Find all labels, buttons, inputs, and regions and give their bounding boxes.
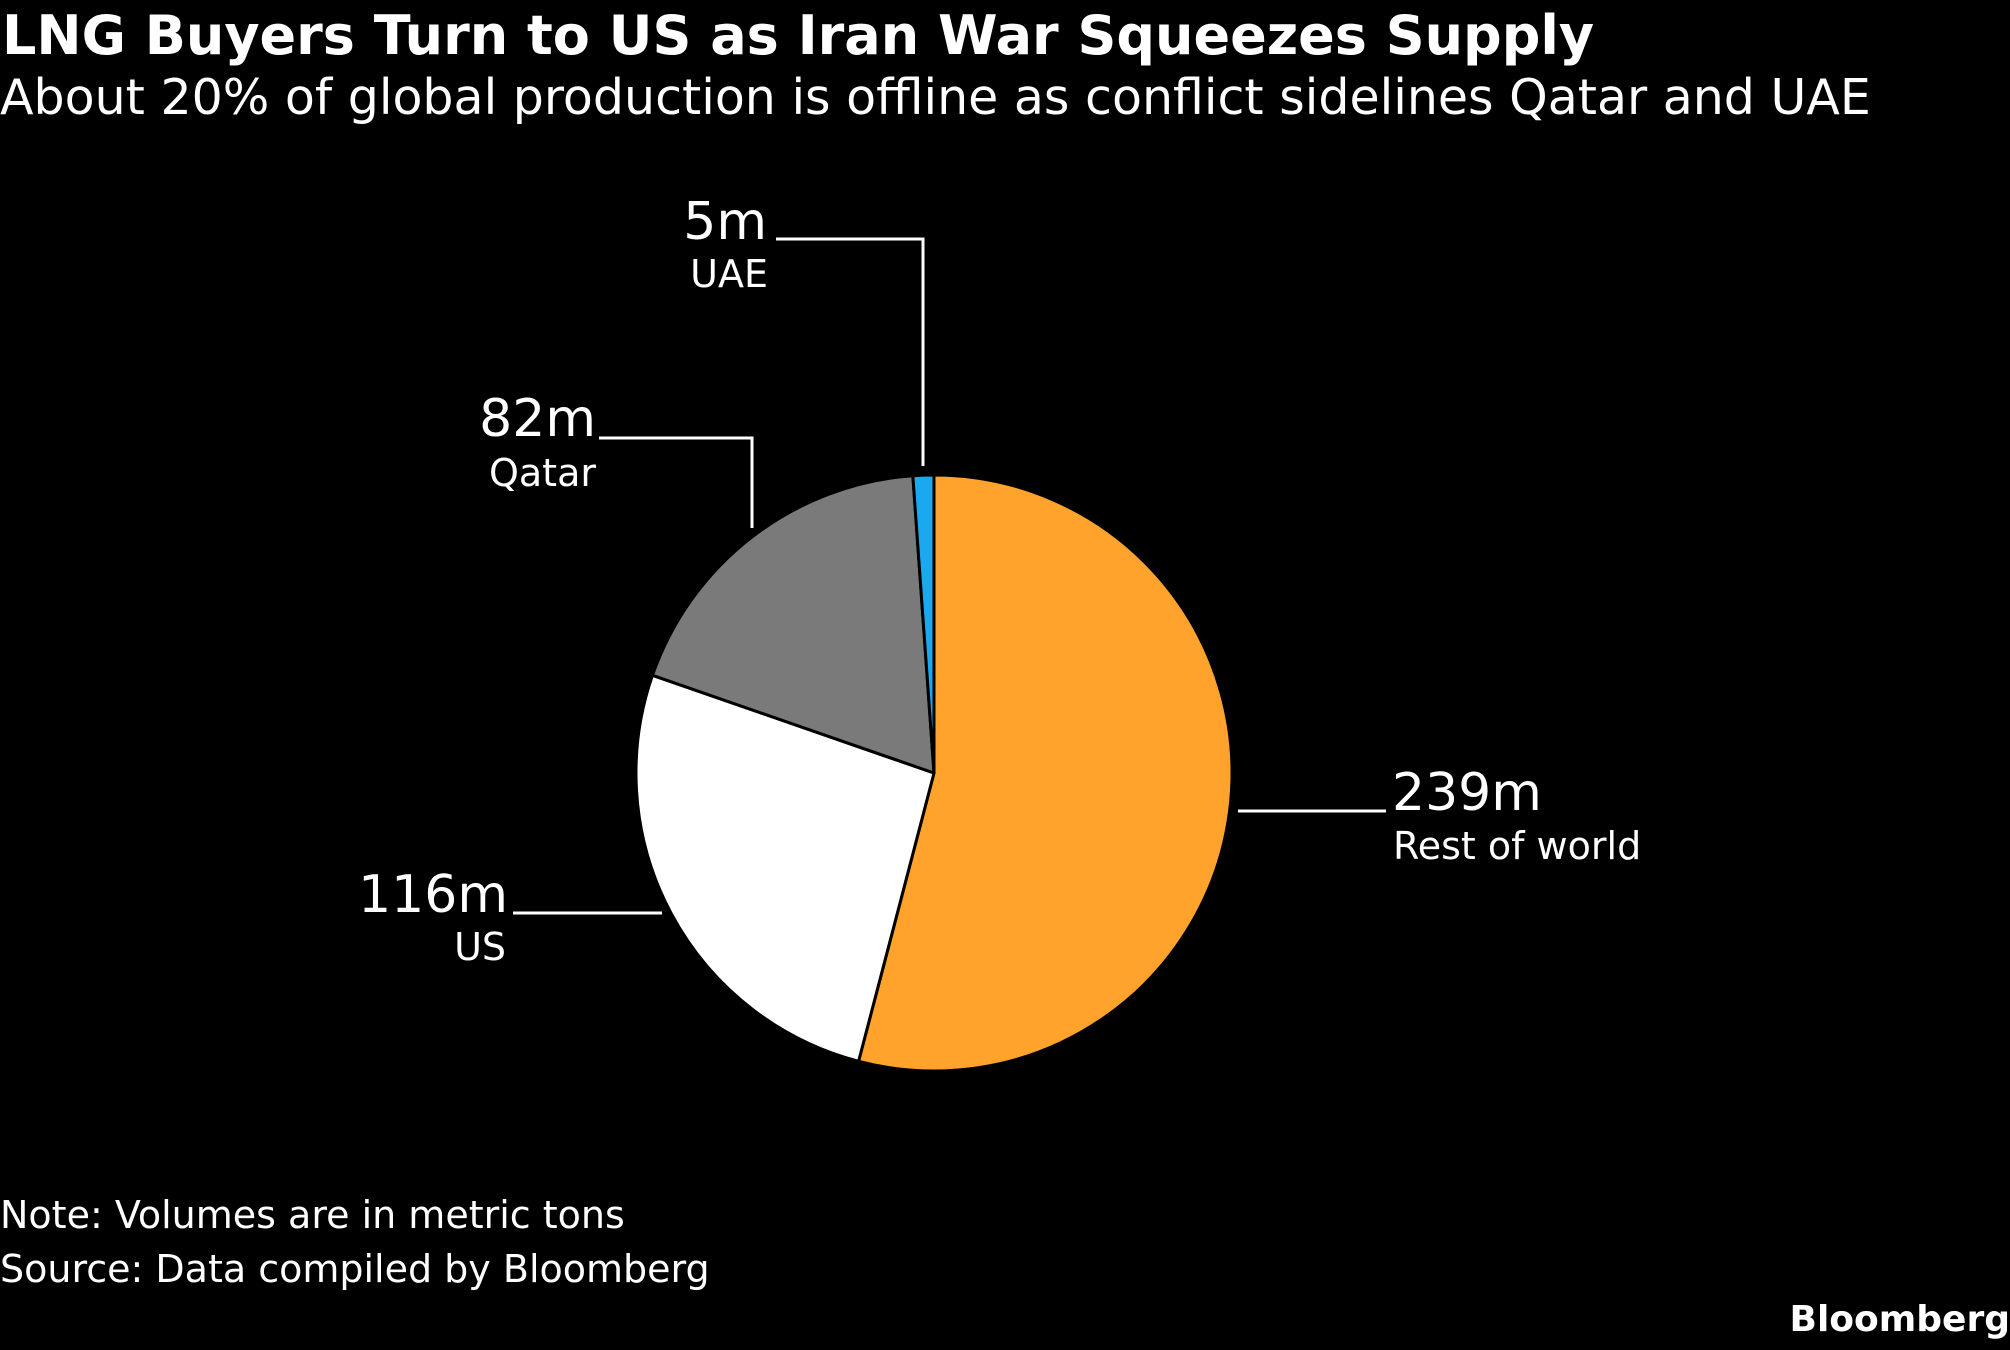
pie-slice-rest-of-world (857, 473, 1234, 1073)
leader-line-qatar (599, 436, 754, 528)
data-label-category: Qatar (489, 451, 596, 495)
bloomberg-logo: Bloomberg (1789, 1299, 2010, 1340)
data-label-category: US (454, 925, 506, 969)
data-label-category: Rest of world (1393, 824, 1641, 868)
data-label-value: 116m (358, 865, 508, 925)
chart-subtitle: About 20% of global production is offlin… (0, 69, 1871, 126)
pie-slice-qatar (650, 474, 936, 775)
leader-line-uae (776, 237, 925, 466)
chart-title: LNG Buyers Turn to US as Iran War Squeez… (2, 4, 1595, 67)
data-label-value: 239m (1392, 763, 1542, 823)
chart-source: Source: Data compiled by Bloomberg (0, 1247, 710, 1291)
leader-lines (513, 237, 1386, 915)
data-label-value: 82m (479, 389, 596, 449)
data-label-category: UAE (690, 252, 768, 296)
pie-slice-us (634, 673, 936, 1063)
data-label-value: 5m (683, 192, 767, 252)
pie-slice-uae (911, 473, 936, 775)
chart-note: Note: Volumes are in metric tons (0, 1193, 625, 1237)
pie-slices (634, 473, 1234, 1073)
